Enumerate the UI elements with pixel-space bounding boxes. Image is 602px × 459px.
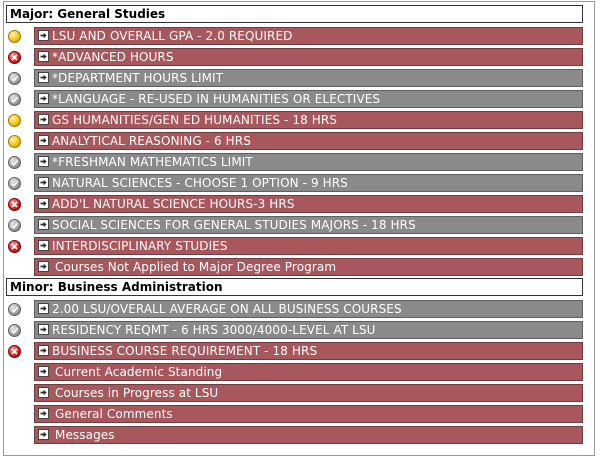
requirement-label: RESIDENCY REQMT - 6 HRS 3000/4000-LEVEL … — [52, 323, 376, 337]
degree-audit-panel: Major: General Studies LSU AND OVERALL G… — [3, 1, 595, 456]
requirement-row[interactable]: Messages — [6, 426, 584, 445]
expand-arrow-icon[interactable] — [38, 30, 49, 41]
check-circle-icon — [8, 177, 21, 190]
section-title: Major: General Studies — [10, 7, 166, 21]
requirement-label: Messages — [55, 428, 115, 442]
requirement-label: NATURAL SCIENCES - CHOOSE 1 OPTION - 9 H… — [52, 176, 348, 190]
in-progress-icon — [8, 30, 21, 43]
requirement-row[interactable]: Courses in Progress at LSU — [6, 384, 584, 403]
expand-arrow-icon[interactable] — [38, 324, 49, 335]
check-circle-icon — [8, 156, 21, 169]
requirement-label: 2.00 LSU/OVERALL AVERAGE ON ALL BUSINESS… — [52, 302, 402, 316]
requirement-row[interactable]: *LANGUAGE - RE-USED IN HUMANITIES OR ELE… — [6, 90, 584, 109]
requirement-label: ANALYTICAL REASONING - 6 HRS — [52, 134, 251, 148]
requirement-label: General Comments — [55, 407, 173, 421]
requirement-row[interactable]: RESIDENCY REQMT - 6 HRS 3000/4000-LEVEL … — [6, 321, 584, 340]
expand-arrow-icon[interactable] — [38, 156, 49, 167]
requirement-row[interactable]: GS HUMANITIES/GEN ED HUMANITIES - 18 HRS — [6, 111, 584, 130]
x-circle-icon — [8, 345, 21, 358]
requirement-bar[interactable]: *ADVANCED HOURS — [34, 48, 583, 66]
expand-arrow-icon[interactable] — [38, 429, 49, 440]
requirement-label: INTERDISCIPLINARY STUDIES — [52, 239, 228, 253]
requirement-bar[interactable]: General Comments — [34, 405, 583, 423]
requirement-label: *LANGUAGE - RE-USED IN HUMANITIES OR ELE… — [52, 92, 381, 106]
requirement-bar[interactable]: *FRESHMAN MATHEMATICS LIMIT — [34, 153, 583, 171]
in-progress-icon — [8, 135, 21, 148]
requirement-row[interactable]: General Comments — [6, 405, 584, 424]
requirement-row[interactable]: *DEPARTMENT HOURS LIMIT — [6, 69, 584, 88]
requirement-bar[interactable]: 2.00 LSU/OVERALL AVERAGE ON ALL BUSINESS… — [34, 300, 583, 318]
check-circle-icon — [8, 93, 21, 106]
requirement-bar[interactable]: LSU AND OVERALL GPA - 2.0 REQUIRED — [34, 27, 583, 45]
check-circle-icon — [8, 324, 21, 337]
section-title: Minor: Business Administration — [10, 280, 223, 294]
requirement-bar[interactable]: Courses in Progress at LSU — [34, 384, 583, 402]
requirement-row[interactable]: Current Academic Standing — [6, 363, 584, 382]
expand-arrow-icon[interactable] — [38, 219, 49, 230]
requirement-label: Courses Not Applied to Major Degree Prog… — [55, 260, 337, 274]
requirement-row[interactable]: *FRESHMAN MATHEMATICS LIMIT — [6, 153, 584, 172]
requirement-row[interactable]: ADD'L NATURAL SCIENCE HOURS-3 HRS — [6, 195, 584, 214]
requirement-bar[interactable]: RESIDENCY REQMT - 6 HRS 3000/4000-LEVEL … — [34, 321, 583, 339]
requirement-label: Current Academic Standing — [55, 365, 223, 379]
expand-arrow-icon[interactable] — [38, 114, 49, 125]
expand-arrow-icon[interactable] — [38, 408, 49, 419]
x-circle-icon — [8, 198, 21, 211]
expand-arrow-icon[interactable] — [38, 261, 49, 272]
requirement-bar[interactable]: *LANGUAGE - RE-USED IN HUMANITIES OR ELE… — [34, 90, 583, 108]
requirement-bar[interactable]: GS HUMANITIES/GEN ED HUMANITIES - 18 HRS — [34, 111, 583, 129]
expand-arrow-icon[interactable] — [38, 345, 49, 356]
requirement-row[interactable]: LSU AND OVERALL GPA - 2.0 REQUIRED — [6, 27, 584, 46]
requirement-label: SOCIAL SCIENCES FOR GENERAL STUDIES MAJO… — [52, 218, 416, 232]
section-header-major: Major: General Studies — [6, 5, 583, 23]
requirement-bar[interactable]: Messages — [34, 426, 583, 444]
requirement-label: GS HUMANITIES/GEN ED HUMANITIES - 18 HRS — [52, 113, 338, 127]
requirement-row[interactable]: BUSINESS COURSE REQUIREMENT - 18 HRS — [6, 342, 584, 361]
requirement-label: LSU AND OVERALL GPA - 2.0 REQUIRED — [52, 29, 293, 43]
requirement-row[interactable]: NATURAL SCIENCES - CHOOSE 1 OPTION - 9 H… — [6, 174, 584, 193]
expand-arrow-icon[interactable] — [38, 177, 49, 188]
requirement-bar[interactable]: ADD'L NATURAL SCIENCE HOURS-3 HRS — [34, 195, 583, 213]
expand-arrow-icon[interactable] — [38, 240, 49, 251]
requirement-label: Courses in Progress at LSU — [55, 386, 219, 400]
requirement-label: *DEPARTMENT HOURS LIMIT — [52, 71, 224, 85]
requirement-bar[interactable]: INTERDISCIPLINARY STUDIES — [34, 237, 583, 255]
requirement-bar[interactable]: Courses Not Applied to Major Degree Prog… — [34, 258, 583, 276]
x-circle-icon — [8, 51, 21, 64]
requirement-bar[interactable]: ANALYTICAL REASONING - 6 HRS — [34, 132, 583, 150]
check-circle-icon — [8, 303, 21, 316]
expand-arrow-icon[interactable] — [38, 366, 49, 377]
requirement-row[interactable]: ANALYTICAL REASONING - 6 HRS — [6, 132, 584, 151]
requirement-row[interactable]: INTERDISCIPLINARY STUDIES — [6, 237, 584, 256]
expand-arrow-icon[interactable] — [38, 198, 49, 209]
requirement-label: BUSINESS COURSE REQUIREMENT - 18 HRS — [52, 344, 318, 358]
expand-arrow-icon[interactable] — [38, 93, 49, 104]
requirement-bar[interactable]: Current Academic Standing — [34, 363, 583, 381]
requirement-label: ADD'L NATURAL SCIENCE HOURS-3 HRS — [52, 197, 295, 211]
requirement-bar[interactable]: *DEPARTMENT HOURS LIMIT — [34, 69, 583, 87]
requirement-bar[interactable]: SOCIAL SCIENCES FOR GENERAL STUDIES MAJO… — [34, 216, 583, 234]
requirement-row[interactable]: *ADVANCED HOURS — [6, 48, 584, 67]
requirement-label: *FRESHMAN MATHEMATICS LIMIT — [52, 155, 253, 169]
requirement-label: *ADVANCED HOURS — [52, 50, 174, 64]
x-circle-icon — [8, 240, 21, 253]
requirement-row[interactable]: Courses Not Applied to Major Degree Prog… — [6, 258, 584, 277]
section-header-minor: Minor: Business Administration — [6, 278, 583, 296]
expand-arrow-icon[interactable] — [38, 135, 49, 146]
check-circle-icon — [8, 72, 21, 85]
requirement-bar[interactable]: BUSINESS COURSE REQUIREMENT - 18 HRS — [34, 342, 583, 360]
requirement-row[interactable]: SOCIAL SCIENCES FOR GENERAL STUDIES MAJO… — [6, 216, 584, 235]
expand-arrow-icon[interactable] — [38, 72, 49, 83]
requirement-row[interactable]: 2.00 LSU/OVERALL AVERAGE ON ALL BUSINESS… — [6, 300, 584, 319]
check-circle-icon — [8, 219, 21, 232]
expand-arrow-icon[interactable] — [38, 303, 49, 314]
requirement-bar[interactable]: NATURAL SCIENCES - CHOOSE 1 OPTION - 9 H… — [34, 174, 583, 192]
expand-arrow-icon[interactable] — [38, 51, 49, 62]
expand-arrow-icon[interactable] — [38, 387, 49, 398]
in-progress-icon — [8, 114, 21, 127]
